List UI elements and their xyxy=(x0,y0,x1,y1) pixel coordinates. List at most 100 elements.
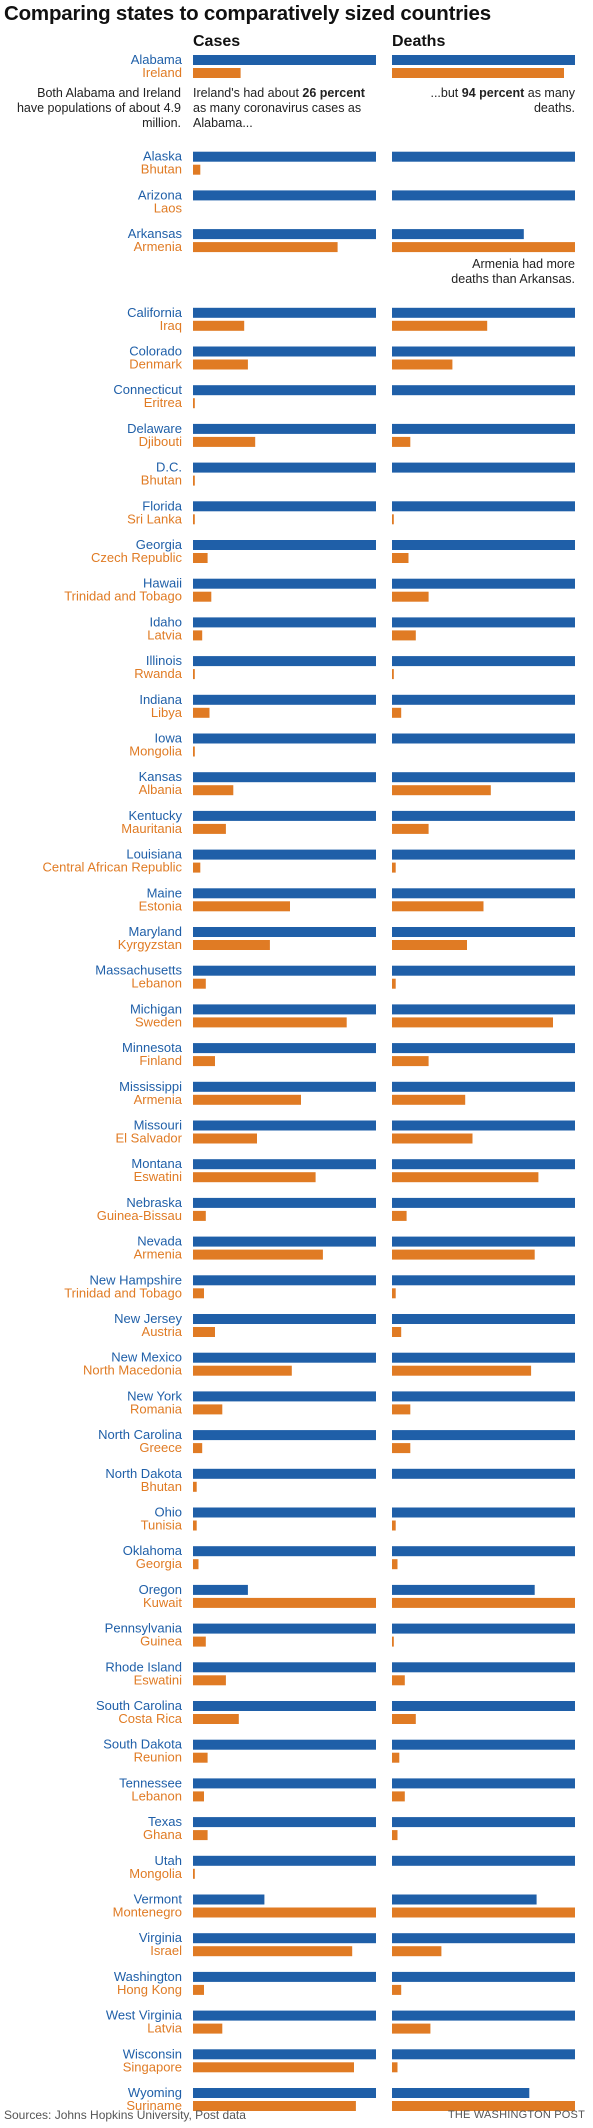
country-cases-bar xyxy=(193,1094,301,1105)
country-label: Eswatini xyxy=(134,1169,183,1184)
state-label: New Jersey xyxy=(114,1311,182,1326)
state-deaths-bar xyxy=(392,346,575,357)
country-deaths-bar xyxy=(392,1094,466,1105)
country-deaths-bar xyxy=(392,1327,402,1337)
country-cases-bar xyxy=(193,1404,223,1415)
country-deaths-bar xyxy=(392,1946,442,1957)
country-cases-bar xyxy=(193,591,212,602)
state-cases-bar xyxy=(193,2049,376,2060)
state-deaths-bar xyxy=(392,578,575,589)
state-label: Massachusetts xyxy=(95,963,182,978)
country-label: Kyrgyzstan xyxy=(118,937,182,952)
state-cases-bar xyxy=(193,733,376,744)
state-deaths-bar xyxy=(392,1314,575,1324)
state-cases-bar xyxy=(193,1584,248,1595)
country-label: Georgia xyxy=(136,1556,183,1571)
state-label: New York xyxy=(127,1388,182,1403)
country-deaths-bar xyxy=(392,862,396,873)
deaths-note: ...but 94 percent as many deaths. xyxy=(392,86,575,116)
country-deaths-bar xyxy=(392,2101,575,2111)
state-deaths-bar xyxy=(392,1352,575,1363)
state-label: Kansas xyxy=(139,769,183,784)
country-deaths-bar xyxy=(392,1017,553,1028)
country-deaths-bar xyxy=(392,978,396,989)
population-note: Both Alabama and Ireland have population… xyxy=(16,86,181,130)
page-title: Comparing states to comparatively sized … xyxy=(4,2,491,25)
state-label: Idaho xyxy=(149,614,182,629)
country-label: Central African Republic xyxy=(43,860,183,875)
state-deaths-bar xyxy=(392,1662,575,1673)
country-cases-bar xyxy=(193,1056,215,1067)
country-label: Costa Rica xyxy=(118,1711,182,1726)
state-deaths-bar xyxy=(392,423,575,434)
deaths-note-post: as many deaths. xyxy=(524,86,575,115)
country-cases-bar xyxy=(193,1327,215,1337)
country-label: Guinea xyxy=(140,1634,183,1649)
country-deaths-bar xyxy=(392,1907,575,1918)
state-cases-bar xyxy=(193,151,376,162)
state-cases-bar xyxy=(193,656,376,667)
cases-note-pre: Ireland's had about xyxy=(193,86,303,100)
state-cases-bar xyxy=(193,927,376,937)
state-cases-bar xyxy=(193,1197,376,1208)
country-cases-bar xyxy=(193,1133,257,1144)
state-label: South Dakota xyxy=(103,1737,183,1752)
state-deaths-bar xyxy=(392,1584,535,1595)
state-deaths-bar xyxy=(392,1739,575,1750)
deaths-note-pre: ...but xyxy=(430,86,462,100)
country-label: North Macedonia xyxy=(83,1363,183,1378)
state-cases-bar xyxy=(193,55,376,65)
country-cases-bar xyxy=(193,2062,354,2073)
country-label: Ghana xyxy=(143,1827,183,1842)
state-label: Vermont xyxy=(134,1892,183,1907)
country-label: Trinidad and Tobago xyxy=(64,1285,182,1300)
state-cases-bar xyxy=(193,1933,376,1944)
state-deaths-bar xyxy=(392,190,575,201)
state-label: Iowa xyxy=(155,731,183,746)
state-cases-bar xyxy=(193,1855,376,1866)
state-deaths-bar xyxy=(392,1430,575,1441)
state-cases-bar xyxy=(193,346,376,357)
cases-column-header: Cases xyxy=(193,33,241,50)
country-cases-bar xyxy=(193,514,195,525)
state-label: New Mexico xyxy=(111,1350,182,1365)
state-cases-bar xyxy=(193,385,376,396)
state-label: Oregon xyxy=(139,1582,182,1597)
country-cases-bar xyxy=(193,1830,208,1841)
country-deaths-bar xyxy=(392,1559,398,1570)
deaths-note-bold: 94 percent xyxy=(461,86,525,100)
country-cases-bar xyxy=(193,707,210,718)
cases-note-post: as many coronavirus cases as Alabama... xyxy=(193,101,362,130)
state-deaths-bar xyxy=(392,540,575,550)
country-deaths-bar xyxy=(392,1791,405,1802)
country-cases-bar xyxy=(193,475,195,486)
state-deaths-bar xyxy=(392,888,575,899)
country-deaths-bar xyxy=(392,1172,539,1183)
country-label: Bhutan xyxy=(141,162,182,177)
country-cases-bar xyxy=(193,862,201,873)
state-cases-bar xyxy=(193,694,376,705)
state-cases-bar xyxy=(193,1894,265,1905)
country-label: Ireland xyxy=(142,65,182,80)
country-label: Bhutan xyxy=(141,473,182,488)
country-deaths-bar xyxy=(392,1752,400,1763)
state-label: Arizona xyxy=(138,187,183,202)
state-cases-bar xyxy=(193,1120,376,1131)
state-deaths-bar xyxy=(392,2010,575,2021)
state-label: Ohio xyxy=(155,1505,182,1520)
state-deaths-bar xyxy=(392,849,575,860)
state-label: Delaware xyxy=(127,421,182,436)
state-deaths-bar xyxy=(392,229,524,240)
state-cases-bar xyxy=(193,1701,376,1711)
country-deaths-bar xyxy=(392,242,575,253)
country-label: Armenia xyxy=(134,239,183,254)
country-deaths-bar xyxy=(392,1675,405,1686)
state-cases-bar xyxy=(193,462,376,473)
country-label: Lebanon xyxy=(131,976,182,991)
state-deaths-bar xyxy=(392,1275,575,1286)
country-cases-bar xyxy=(193,1946,353,1957)
country-cases-bar xyxy=(193,2101,356,2111)
state-label: Maryland xyxy=(129,924,182,939)
country-cases-bar xyxy=(193,398,195,409)
state-label: Maine xyxy=(147,885,182,900)
